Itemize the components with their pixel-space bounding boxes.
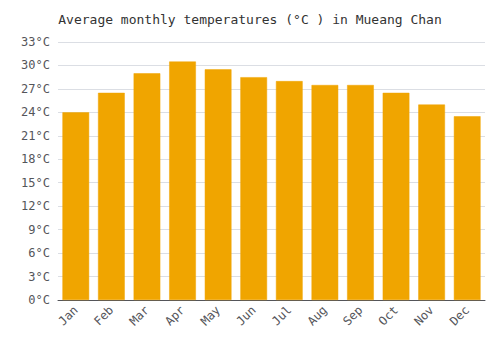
svg-text:Average monthly temperatures (: Average monthly temperatures (°C ) in Mu… bbox=[58, 12, 442, 27]
svg-text:30°C: 30°C bbox=[21, 58, 50, 72]
svg-text:33°C: 33°C bbox=[21, 35, 50, 49]
svg-text:Jan: Jan bbox=[56, 303, 81, 328]
svg-text:0°C: 0°C bbox=[28, 293, 50, 307]
svg-text:6°C: 6°C bbox=[28, 246, 50, 260]
svg-text:9°C: 9°C bbox=[28, 223, 50, 237]
svg-text:3°C: 3°C bbox=[28, 270, 50, 284]
svg-text:12°C: 12°C bbox=[21, 199, 50, 213]
svg-text:21°C: 21°C bbox=[21, 129, 50, 143]
svg-text:18°C: 18°C bbox=[21, 152, 50, 166]
svg-text:Sep: Sep bbox=[340, 303, 365, 328]
svg-text:Mar: Mar bbox=[127, 303, 152, 328]
svg-text:Oct: Oct bbox=[376, 303, 401, 328]
svg-text:15°C: 15°C bbox=[21, 176, 50, 190]
svg-text:Nov: Nov bbox=[411, 303, 436, 328]
svg-text:Aug: Aug bbox=[305, 303, 330, 328]
svg-text:May: May bbox=[198, 303, 223, 328]
svg-text:Dec: Dec bbox=[447, 303, 472, 328]
svg-text:Apr: Apr bbox=[162, 303, 187, 328]
svg-text:24°C: 24°C bbox=[21, 105, 50, 119]
svg-text:27°C: 27°C bbox=[21, 82, 50, 96]
svg-text:Jun: Jun bbox=[233, 303, 258, 328]
svg-text:Feb: Feb bbox=[91, 303, 116, 328]
svg-text:Jul: Jul bbox=[269, 303, 294, 328]
